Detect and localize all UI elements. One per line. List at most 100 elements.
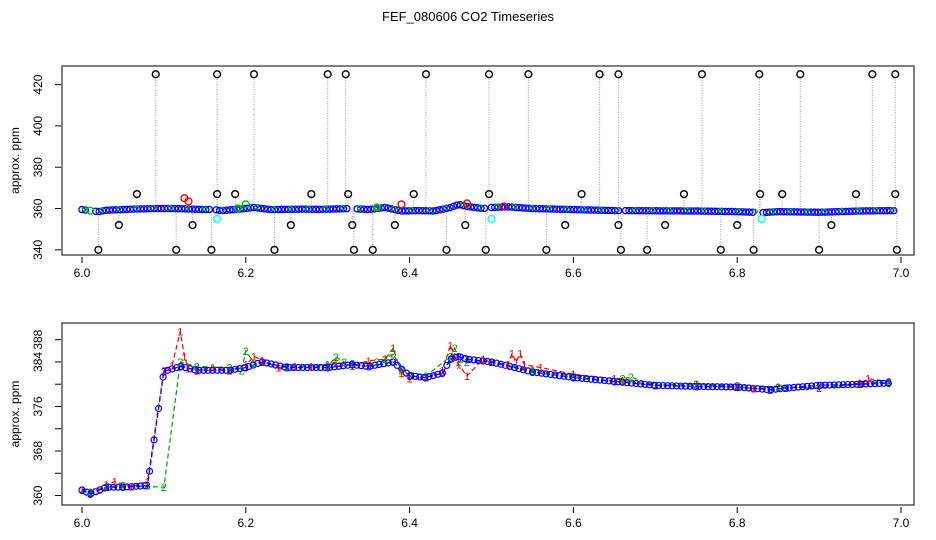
series-point-3 bbox=[218, 366, 226, 374]
series-point-3 bbox=[866, 380, 874, 388]
series-point-3 bbox=[168, 365, 176, 373]
series-point-3 bbox=[127, 483, 136, 491]
data-point bbox=[542, 205, 551, 213]
spike-low-marker bbox=[814, 245, 824, 254]
series-symbol-3: 3 bbox=[325, 363, 331, 375]
data-point bbox=[817, 208, 826, 216]
series-point-3 bbox=[186, 365, 194, 373]
series-point-3 bbox=[276, 362, 284, 370]
data-point bbox=[790, 208, 798, 216]
spike-high-marker bbox=[524, 70, 533, 79]
data-point bbox=[92, 207, 100, 216]
data-point bbox=[122, 205, 131, 214]
series-symbol-1: 1 bbox=[423, 373, 429, 385]
data-point bbox=[229, 205, 238, 214]
series-symbol-3: 3 bbox=[87, 489, 93, 501]
spike-low-marker bbox=[172, 245, 181, 254]
data-point bbox=[332, 205, 341, 213]
data-point bbox=[835, 207, 843, 216]
data-point bbox=[807, 208, 815, 216]
series-symbol-2: 2 bbox=[333, 352, 339, 364]
series-point-3 bbox=[375, 360, 383, 369]
series-point-3 bbox=[497, 360, 505, 368]
data-point bbox=[453, 201, 461, 209]
data-point bbox=[191, 205, 200, 213]
data-point bbox=[831, 208, 840, 216]
series-symbol-1: 1 bbox=[366, 356, 372, 368]
series-point-3 bbox=[150, 436, 158, 444]
series-point-3 bbox=[555, 372, 564, 380]
series-symbol-1: 1 bbox=[521, 360, 527, 372]
spike-high-marker bbox=[891, 70, 900, 79]
spike-high-marker bbox=[697, 70, 707, 79]
overlay-point-cyan bbox=[213, 214, 222, 223]
series-point-3 bbox=[191, 366, 199, 374]
data-point bbox=[680, 207, 688, 215]
series-point-3 bbox=[222, 366, 230, 374]
series-symbol-1: 1 bbox=[570, 369, 576, 381]
series-symbol-3: 3 bbox=[886, 378, 892, 390]
data-point bbox=[549, 205, 558, 213]
series-symbol-2: 2 bbox=[693, 379, 699, 391]
data-point bbox=[886, 206, 895, 215]
series-symbol-2: 2 bbox=[452, 343, 458, 355]
data-point bbox=[508, 203, 516, 211]
series-point-3 bbox=[348, 361, 356, 369]
data-point bbox=[687, 207, 695, 215]
spike-high-marker bbox=[341, 70, 350, 79]
series-symbol-2: 2 bbox=[87, 487, 93, 499]
data-point bbox=[78, 205, 86, 214]
series-symbol-2: 2 bbox=[194, 361, 200, 373]
overlay-point-red bbox=[184, 197, 193, 206]
series-symbol-1: 1 bbox=[292, 361, 298, 373]
data-point bbox=[879, 206, 888, 215]
series-point-3 bbox=[736, 383, 744, 391]
series-symbol-2: 2 bbox=[390, 349, 396, 361]
data-point bbox=[635, 206, 643, 215]
series-symbol-1: 1 bbox=[177, 326, 183, 338]
series-symbol-1: 1 bbox=[104, 479, 110, 491]
series-point-3 bbox=[461, 354, 469, 363]
series-point-3 bbox=[425, 373, 433, 381]
series-point-3 bbox=[848, 380, 856, 389]
data-point bbox=[745, 208, 754, 216]
data-point bbox=[298, 205, 306, 213]
series-point-3 bbox=[515, 365, 523, 373]
data-point bbox=[859, 207, 867, 215]
series-point-3 bbox=[686, 382, 694, 390]
series-symbol-3: 3 bbox=[104, 482, 110, 494]
series-symbol-2: 2 bbox=[398, 365, 404, 377]
series-symbol-2: 2 bbox=[423, 371, 429, 383]
series-point-3 bbox=[582, 375, 591, 383]
series-point-3 bbox=[145, 467, 154, 475]
series-point-3 bbox=[96, 486, 104, 494]
series-point-3 bbox=[718, 383, 726, 391]
data-point-alt bbox=[718, 207, 724, 214]
series-point-3 bbox=[398, 365, 406, 373]
data-point bbox=[749, 208, 757, 217]
series-point-3 bbox=[227, 366, 235, 374]
series-point-3 bbox=[249, 361, 257, 369]
data-point bbox=[473, 204, 482, 212]
data-point bbox=[656, 207, 664, 215]
series-symbol-1: 1 bbox=[87, 487, 93, 499]
data-point bbox=[181, 205, 189, 213]
series-point-3 bbox=[871, 380, 879, 388]
series-symbol-1: 1 bbox=[194, 365, 200, 377]
data-point bbox=[797, 208, 805, 216]
series-symbol-1: 1 bbox=[251, 351, 257, 363]
spike-mid-high-marker bbox=[756, 189, 765, 199]
data-point bbox=[731, 207, 740, 216]
series-point-3 bbox=[884, 379, 892, 387]
spike-mid-low-marker bbox=[348, 220, 357, 230]
overlay-point-red bbox=[397, 200, 406, 209]
series-symbol-2: 2 bbox=[177, 357, 183, 369]
spike-high-marker bbox=[484, 70, 494, 79]
spike-high-marker bbox=[323, 70, 332, 79]
series-point-3 bbox=[510, 363, 519, 372]
series-symbol-3: 3 bbox=[407, 371, 413, 383]
data-point bbox=[697, 207, 705, 215]
data-point bbox=[525, 204, 533, 213]
series-point-3 bbox=[672, 382, 681, 390]
